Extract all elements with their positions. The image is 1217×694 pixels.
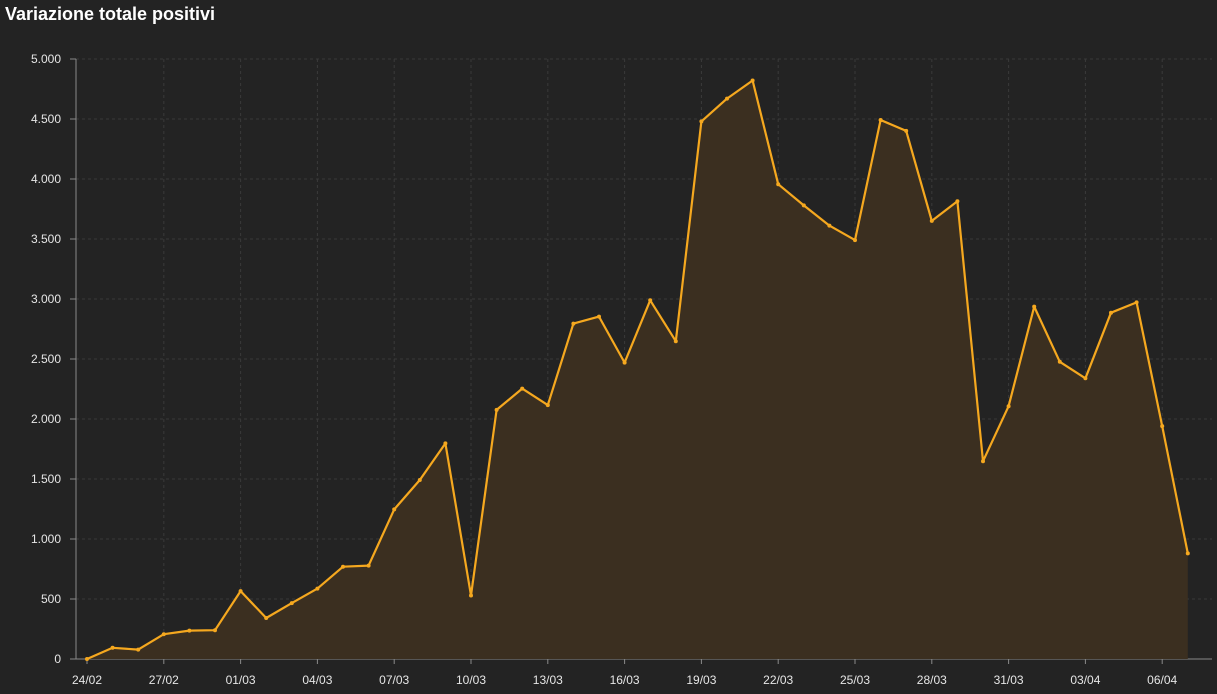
y-tick-label: 3.000 [31, 292, 61, 306]
x-tick-label: 06/04 [1147, 673, 1177, 687]
x-tick-label: 27/02 [149, 673, 179, 687]
y-tick-label: 2.500 [31, 352, 61, 366]
data-point [136, 647, 141, 652]
data-point [392, 507, 397, 512]
data-point [929, 218, 934, 223]
y-tick-label: 4.000 [31, 172, 61, 186]
y-tick-label: 2.000 [31, 412, 61, 426]
data-point [238, 589, 243, 594]
data-point [341, 564, 345, 569]
data-point [1160, 424, 1165, 429]
data-point [904, 128, 909, 133]
data-point [213, 628, 217, 633]
data-point [85, 657, 89, 661]
x-tick-label: 07/03 [379, 673, 409, 687]
data-point [469, 593, 473, 598]
data-point [315, 586, 320, 591]
data-point [417, 478, 422, 482]
data-point [571, 321, 576, 326]
data-point [1109, 310, 1113, 315]
x-tick-label: 19/03 [686, 673, 716, 687]
x-tick-label: 13/03 [533, 673, 563, 687]
data-point [1134, 300, 1139, 305]
data-point [161, 632, 166, 637]
x-tick-label: 31/03 [994, 673, 1024, 687]
y-tick-label: 1.000 [31, 532, 61, 546]
data-point [878, 118, 883, 122]
data-point [981, 459, 985, 464]
data-point [289, 601, 294, 606]
data-point [545, 403, 550, 408]
chart-title: Variazione totale positivi [5, 4, 216, 24]
x-tick-label: 01/03 [226, 673, 256, 687]
data-point [725, 96, 729, 101]
data-point [1083, 376, 1088, 381]
data-point [494, 407, 499, 412]
series-line [86, 79, 1189, 661]
y-tick-label: 500 [41, 592, 61, 606]
data-point [776, 182, 781, 187]
data-point [622, 360, 627, 365]
data-point [366, 563, 371, 568]
data-point [443, 441, 448, 446]
y-tick-label: 0 [54, 652, 61, 666]
data-point [853, 238, 857, 243]
data-point [955, 199, 960, 204]
data-point [264, 616, 269, 620]
data-point [801, 203, 806, 208]
x-tick-label: 10/03 [456, 673, 486, 687]
data-point [750, 78, 755, 83]
x-tick-label: 04/03 [302, 673, 332, 687]
x-tick-label: 22/03 [763, 673, 793, 687]
data-point [827, 223, 832, 228]
y-tick-label: 1.500 [31, 472, 61, 486]
data-point [1032, 304, 1037, 309]
y-tick-label: 3.500 [31, 232, 61, 246]
data-point [187, 628, 192, 633]
x-tick-label: 16/03 [610, 673, 640, 687]
data-point [520, 386, 525, 391]
data-point [597, 314, 601, 319]
data-point [699, 119, 704, 124]
x-tick-label: 24/02 [72, 673, 102, 687]
data-point [1185, 551, 1190, 556]
x-tick-label: 03/04 [1070, 673, 1100, 687]
x-tick-label: 25/03 [840, 673, 870, 687]
x-tick-label: 28/03 [917, 673, 947, 687]
y-tick-label: 5.000 [31, 52, 61, 66]
series-area [87, 80, 1188, 659]
data-point [1057, 359, 1062, 364]
y-tick-label: 4.500 [31, 112, 61, 126]
data-point [110, 645, 115, 650]
data-point [1006, 404, 1011, 409]
data-point [673, 339, 678, 344]
data-point [648, 298, 653, 303]
